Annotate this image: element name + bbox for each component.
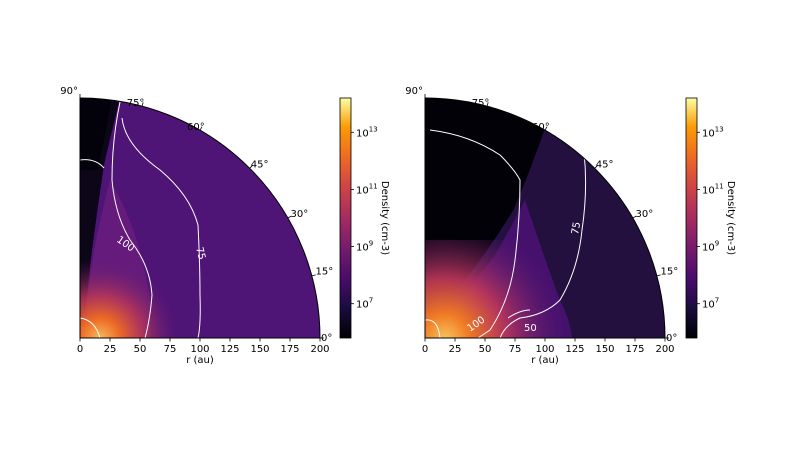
angle-tick-mark: [632, 215, 637, 219]
angle-tick-label: 75°: [472, 98, 490, 109]
angle-tick-mark: [311, 274, 316, 277]
x-tick-label: 175: [280, 344, 299, 355]
colorbar: [339, 97, 352, 339]
colorbar-tick-label: 1013: [702, 125, 724, 139]
x-tick-label: 100: [535, 344, 554, 355]
contour-label: 50: [524, 323, 537, 334]
x-tick-label: 25: [104, 344, 117, 355]
angle-tick-mark: [249, 165, 253, 169]
contour-line: [429, 129, 521, 339]
angle-ticks-right: 0° 15° 30° 45° 60° 75° 90°: [405, 86, 678, 344]
angle-tick-label: 0°: [666, 333, 677, 344]
x-tick-label: 125: [220, 344, 239, 355]
angle-tick-label: 90°: [60, 86, 78, 97]
x-ticks-right: 0 25 50 75 100 125 150 175 200: [422, 338, 675, 355]
x-axis-label: r (au): [531, 355, 559, 366]
contour-line: [121, 117, 201, 339]
colorbar-tick-label: 109: [356, 240, 373, 254]
angle-tick-label: 30°: [636, 209, 654, 220]
contour-line: [79, 159, 105, 169]
x-ticks-left: 0 25 50 75 100 125 150 175 200: [77, 338, 330, 355]
angle-tick-label: 45°: [596, 160, 614, 171]
contour-line: [507, 309, 531, 319]
x-tick-label: 0: [77, 344, 83, 355]
angle-tick-label: 30°: [291, 209, 309, 220]
angle-ticks-left: 0° 15° 30° 45° 60° 75° 90°: [60, 86, 333, 344]
angle-tick-label: 15°: [660, 266, 678, 277]
angle-tick-mark: [544, 126, 548, 131]
contour-label: 75: [570, 221, 583, 235]
angle-tick-label: 60°: [187, 122, 205, 133]
x-tick-label: 175: [625, 344, 644, 355]
x-tick-label: 125: [565, 344, 584, 355]
colorbar-ticks-left: 107 109 1011 1013: [351, 125, 378, 311]
angle-tick-label: 45°: [251, 160, 269, 171]
colorbar-tick-label: 1013: [356, 125, 378, 139]
x-tick-label: 75: [164, 344, 177, 355]
x-tick-label: 200: [310, 344, 329, 355]
angle-tick-mark: [594, 165, 598, 169]
x-tick-label: 75: [509, 344, 522, 355]
angle-tick-label: 75°: [127, 98, 145, 109]
x-tick-label: 50: [134, 344, 147, 355]
x-axis-label: r (au): [186, 355, 214, 366]
contour-line: [499, 151, 587, 339]
angle-tick-mark: [199, 126, 203, 131]
colorbar-tick-label: 109: [702, 240, 719, 254]
contour-line: [79, 317, 101, 339]
angle-tick-mark: [141, 102, 144, 107]
contour-line: [424, 319, 441, 339]
colorbar-label: Density (cm-3): [379, 181, 390, 255]
x-tick-label: 0: [422, 344, 428, 355]
x-tick-label: 150: [250, 344, 269, 355]
angle-tick-mark: [287, 215, 292, 219]
x-tick-label: 25: [449, 344, 462, 355]
colorbar-tick-label: 1011: [702, 182, 724, 196]
x-tick-label: 50: [479, 344, 492, 355]
angle-tick-mark: [656, 274, 661, 277]
colorbar-ticks-right: 107 109 1011 1013: [697, 125, 724, 311]
colorbar-label: Density (cm-3): [725, 181, 736, 255]
x-tick-label: 150: [595, 344, 614, 355]
angle-tick-mark: [486, 102, 489, 107]
angle-tick-label: 15°: [315, 266, 333, 277]
density-map-right: [425, 98, 665, 338]
colorbar-tick-label: 107: [702, 297, 719, 311]
panel-right: 100 75 50 0 25 50 75 100 125 150 175 200 0° 15° 30…: [405, 86, 736, 366]
angle-tick-label: 60°: [532, 122, 550, 133]
x-tick-label: 200: [655, 344, 674, 355]
angle-tick-label: 0°: [321, 333, 332, 344]
angle-tick-label: 90°: [405, 86, 423, 97]
contour-label: 75: [193, 246, 207, 261]
colorbar-tick-label: 107: [356, 297, 373, 311]
contour-line: [111, 101, 153, 339]
colorbar-tick-label: 1011: [356, 182, 378, 196]
panel-left: 100 75 0 25 50 75 100 125 150 175 200 0° 15° 30° 45…: [60, 86, 390, 366]
colorbar: [685, 97, 698, 339]
x-tick-label: 100: [190, 344, 209, 355]
